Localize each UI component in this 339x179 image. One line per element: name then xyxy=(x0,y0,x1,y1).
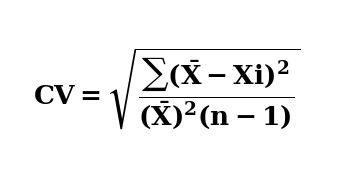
Text: $\mathbf{CV = \sqrt{\dfrac{\sum(\bar{X} - Xi)^2}{(\bar{X})^2(n-1)}}}$: $\mathbf{CV = \sqrt{\dfrac{\sum(\bar{X} … xyxy=(33,47,301,132)
